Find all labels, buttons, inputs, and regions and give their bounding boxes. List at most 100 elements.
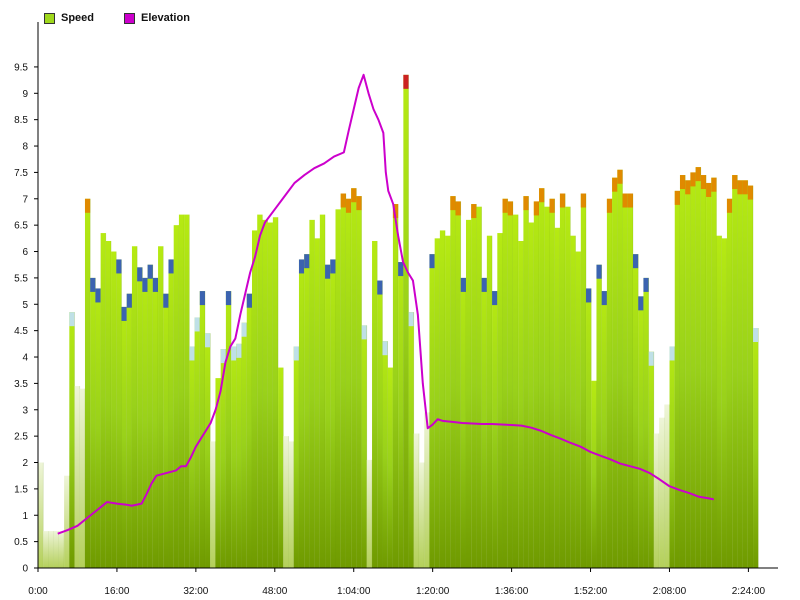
- speed-bar: [533, 201, 540, 568]
- speed-bar-cap: [523, 196, 529, 211]
- speed-bar: [695, 167, 702, 568]
- speed-bar-body: [251, 230, 258, 568]
- speed-bar: [116, 259, 122, 568]
- elevation-series-line: [57, 73, 715, 535]
- speed-bar-body: [184, 214, 190, 568]
- speed-bar: [471, 204, 477, 568]
- speed-bar-body: [178, 214, 185, 568]
- speed-bar: [700, 175, 707, 569]
- speed-bar-cap: [622, 193, 628, 208]
- speed-bar-cap: [429, 254, 435, 269]
- speed-bar-body: [142, 277, 148, 568]
- speed-bar: [429, 254, 435, 568]
- y-tick-label: 4: [22, 353, 28, 364]
- speed-bar: [497, 233, 503, 568]
- speed-bar-body: [586, 288, 592, 568]
- speed-bar-body: [74, 386, 80, 568]
- legend-item-speed[interactable]: Speed: [44, 12, 94, 24]
- speed-bar-cap: [669, 346, 675, 361]
- speed-bar: [486, 235, 493, 569]
- speed-bar: [105, 240, 112, 568]
- speed-bar: [100, 233, 107, 568]
- speed-bar: [638, 296, 644, 568]
- speed-bar-body: [319, 214, 326, 568]
- speed-bar-cap: [726, 198, 733, 213]
- speed-bar-body: [486, 235, 493, 569]
- speed-bar-cap: [90, 277, 96, 292]
- speed-bar-body: [43, 531, 49, 568]
- speed-bar: [231, 346, 237, 568]
- speed-bar: [492, 291, 498, 568]
- speed-bar-cap: [580, 193, 587, 208]
- speed-bar-cap: [559, 193, 566, 208]
- speed-bar-cap: [674, 190, 680, 205]
- speed-bar-body: [398, 262, 404, 568]
- speed-bar: [674, 190, 681, 568]
- speed-bar-body: [643, 277, 649, 568]
- speed-bar: [726, 198, 733, 569]
- speed-bar-body: [408, 312, 414, 568]
- speed-bar-cap: [747, 185, 754, 200]
- speed-bar-body: [84, 198, 91, 569]
- speed-bar-body: [570, 235, 576, 569]
- speed-bar-body: [147, 264, 153, 568]
- speed-bar: [502, 198, 509, 569]
- speed-bar: [601, 291, 608, 568]
- legend-item-elevation[interactable]: Elevation: [124, 12, 190, 24]
- speed-bar-body: [79, 388, 85, 568]
- speed-bar-body: [372, 240, 378, 568]
- speed-bar-cap: [627, 193, 634, 208]
- speed-bar: [184, 214, 190, 568]
- speed-bar-body: [158, 246, 164, 569]
- speed-bar: [199, 291, 206, 568]
- speed-bar: [424, 412, 430, 568]
- x-tick-label: 16:00: [104, 586, 129, 597]
- speed-bar-cap: [152, 277, 159, 292]
- speed-bar-body: [424, 412, 430, 568]
- speed-bar-body: [622, 193, 628, 568]
- speed-bar-body: [732, 175, 738, 569]
- speed-bar-body: [314, 238, 320, 568]
- speed-bar: [121, 306, 128, 568]
- speed-bar: [544, 206, 550, 568]
- speed-bar: [147, 264, 154, 568]
- speed-bar: [612, 177, 618, 568]
- speed-bar-cap: [340, 193, 346, 208]
- speed-bar-cap: [163, 293, 169, 308]
- speed-bar: [559, 193, 566, 568]
- speed-bar: [142, 277, 148, 568]
- x-tick-label: 48:00: [262, 586, 287, 597]
- speed-bar-cap: [126, 293, 132, 308]
- speed-bar-body: [304, 254, 310, 568]
- speed-bar: [330, 259, 336, 568]
- speed-bar: [79, 388, 86, 568]
- y-tick-label: 3.5: [14, 379, 28, 390]
- speed-bar: [586, 288, 592, 568]
- speed-bar: [439, 230, 446, 568]
- legend-speed-label: Speed: [61, 12, 95, 24]
- speed-bar-body: [257, 214, 263, 568]
- speed-bar-cap: [742, 180, 748, 195]
- speed-bar: [737, 180, 743, 568]
- speed-bar-cap: [194, 317, 200, 332]
- speed-bar-body: [679, 175, 686, 569]
- speed-bar: [465, 219, 472, 568]
- speed-bar-cap: [189, 346, 195, 361]
- speed-bar: [413, 433, 420, 568]
- speed-bar: [309, 219, 315, 568]
- speed-bar: [716, 235, 723, 569]
- speed-bar-cap: [246, 293, 252, 308]
- speed-bar-body: [215, 378, 221, 568]
- speed-bar-body: [481, 277, 487, 568]
- speed-bar: [111, 251, 117, 568]
- speed-bar: [711, 177, 717, 568]
- speed-bar-body: [236, 343, 242, 568]
- speed-bar-body: [100, 233, 106, 568]
- speed-bar-body: [335, 209, 341, 569]
- speed-bar-body: [278, 367, 284, 568]
- speed-bar-body: [225, 291, 232, 568]
- speed-bar: [372, 240, 378, 568]
- speed-bar: [278, 367, 284, 568]
- speed-bar: [669, 346, 676, 568]
- speed-bar: [131, 246, 138, 569]
